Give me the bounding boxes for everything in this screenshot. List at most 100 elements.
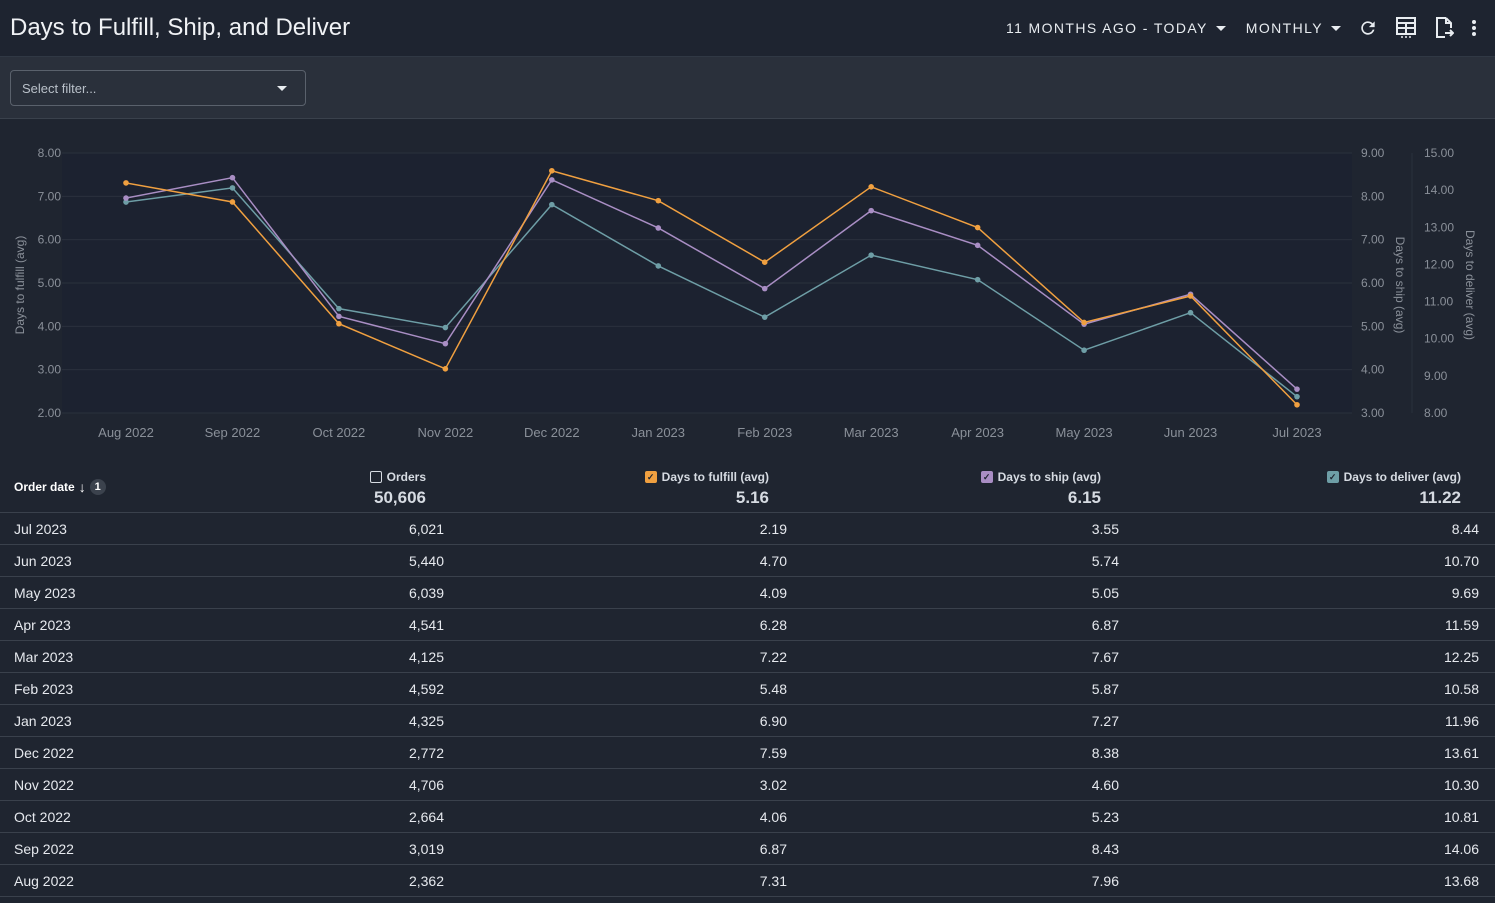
table-row[interactable]: Nov 2022 4,706 3.02 4.60 10.30 [0, 769, 1495, 801]
refresh-icon[interactable] [1357, 17, 1379, 39]
data-point [974, 242, 981, 249]
cell-date: Jan 2023 [14, 713, 72, 729]
table-row[interactable]: Sep 2022 3,019 6.87 8.43 14.06 [0, 833, 1495, 865]
data-point [229, 174, 236, 181]
cell-value: 13.68 [1443, 873, 1479, 889]
cell-value: 4.70 [759, 553, 787, 569]
series-line [125, 187, 1298, 398]
export-icon[interactable] [1433, 17, 1455, 39]
data-point [974, 276, 981, 283]
data-point [655, 263, 662, 269]
cell-date: Sep 2022 [14, 841, 74, 857]
sort-column-header[interactable]: Order date ↓ 1 [14, 479, 106, 495]
y-left-tick: 3.00 [38, 363, 62, 377]
table-row[interactable]: Apr 2023 4,541 6.28 6.87 11.59 [0, 609, 1495, 641]
column-total: 6.15 [1067, 488, 1101, 507]
cell-value: 14.06 [1443, 841, 1479, 857]
cell-date: Oct 2022 [14, 809, 71, 825]
data-point [336, 320, 342, 327]
table-row[interactable]: Dec 2022 2,772 7.59 8.38 13.61 [0, 737, 1495, 769]
cell-value: 12.25 [1443, 649, 1479, 665]
series-checkbox[interactable] [369, 471, 382, 483]
table-body: Jul 2023 6,021 2.19 3.55 8.44 Jun 2023 5,440 4.… [0, 513, 1495, 897]
x-tick: Nov 2022 [418, 425, 474, 440]
table-row[interactable]: Mar 2023 4,125 7.22 7.67 12.25 [0, 641, 1495, 673]
y-right2-tick: 14.00 [1424, 183, 1454, 197]
y-right2-tick: 12.00 [1424, 257, 1454, 271]
data-point [1187, 293, 1194, 299]
cell-date: Apr 2023 [14, 617, 71, 633]
cell-value: 3,019 [408, 841, 444, 857]
series-checkbox[interactable]: ✓ [980, 471, 993, 483]
cell-date: Mar 2023 [14, 649, 74, 665]
cell-value: 5.23 [1091, 809, 1119, 825]
series-line [125, 176, 1298, 390]
cell-value: 4,125 [408, 649, 444, 665]
table-row[interactable]: Aug 2022 2,362 7.31 7.96 13.68 [0, 865, 1495, 897]
cell-value: 4.06 [759, 809, 787, 825]
date-range-dropdown[interactable]: 11 MONTHS AGO - TODAY [1006, 20, 1226, 36]
data-point [549, 177, 555, 183]
granularity-dropdown[interactable]: MONTHLY [1246, 20, 1341, 36]
cell-value: 7.27 [1091, 713, 1119, 729]
data-point [1081, 319, 1087, 326]
data-point [974, 224, 981, 231]
data-point [123, 195, 129, 201]
filter-select[interactable]: Select filter... [10, 70, 306, 106]
y-right2-tick: 11.00 [1424, 295, 1453, 309]
data-point [1294, 386, 1300, 392]
table-view-icon[interactable] [1395, 17, 1417, 39]
data-point [761, 314, 768, 320]
cell-value: 2,772 [408, 745, 444, 761]
data-point [655, 225, 662, 231]
data-point [868, 184, 874, 190]
cell-value: 10.58 [1443, 681, 1479, 697]
cell-date: Dec 2022 [14, 745, 74, 761]
column-total: 11.22 [1419, 488, 1461, 507]
y-right2-tick: 8.00 [1424, 406, 1448, 420]
x-tick: Dec 2022 [524, 425, 580, 440]
table-header: Order date ↓ 1 Orders 50,606 ✓ Days to fulf… [0, 460, 1495, 513]
x-tick: May 2023 [1056, 425, 1113, 440]
cell-date: Feb 2023 [14, 681, 74, 697]
sort-badge: 1 [89, 479, 106, 495]
y-left-tick: 6.00 [38, 233, 62, 247]
cell-value: 7.22 [759, 649, 787, 665]
cell-value: 4,541 [408, 617, 444, 633]
table-row[interactable]: Feb 2023 4,592 5.48 5.87 10.58 [0, 673, 1495, 705]
cell-value: 11.96 [1445, 713, 1479, 729]
table-row[interactable]: May 2023 6,039 4.09 5.05 9.69 [0, 577, 1495, 609]
cell-value: 5.05 [1091, 585, 1119, 601]
granularity-label: MONTHLY [1245, 20, 1323, 36]
table-row[interactable]: Jan 2023 4,325 6.90 7.27 11.96 [0, 705, 1495, 737]
cell-date: Jul 2023 [14, 521, 67, 537]
data-point [442, 324, 449, 331]
column-label: Days to ship (avg) [997, 470, 1101, 484]
y-left-tick: 4.00 [38, 319, 62, 333]
cell-date: Nov 2022 [14, 777, 74, 793]
y-right2-label: Days to deliver (avg) [1463, 230, 1477, 340]
data-point [655, 197, 662, 204]
data-point [868, 252, 874, 258]
y-right1-tick: 9.00 [1361, 146, 1385, 160]
series-checkbox[interactable]: ✓ [1326, 471, 1339, 483]
column-total: 5.16 [735, 488, 769, 507]
table-row[interactable]: Oct 2022 2,664 4.06 5.23 10.81 [0, 801, 1495, 833]
column-header: ✓ Days to ship (avg) 6.15 [980, 460, 1101, 508]
data-point [1187, 309, 1194, 316]
table-row[interactable]: Jul 2023 6,021 2.19 3.55 8.44 [0, 513, 1495, 545]
column-label: Days to deliver (avg) [1343, 470, 1461, 484]
line-chart: 8.00 7.00 6.00 5.00 4.00 3.00 2.00 9.00 8.00 7.00… [13, 146, 1477, 440]
cell-date: Aug 2022 [14, 873, 74, 889]
cell-value: 10.81 [1443, 809, 1479, 825]
more-vert-icon[interactable] [1463, 17, 1485, 39]
page-title: Days to Fulfill, Ship, and Deliver [10, 14, 351, 41]
cell-value: 6,039 [408, 585, 444, 601]
series-checkbox[interactable]: ✓ [644, 471, 657, 483]
cell-value: 11.59 [1445, 617, 1479, 633]
y-right2-tick: 15.00 [1424, 146, 1454, 160]
data-point [336, 313, 342, 320]
table-row[interactable]: Jun 2023 5,440 4.70 5.74 10.70 [0, 545, 1495, 577]
cell-value: 5.87 [1091, 681, 1119, 697]
cell-value: 7.96 [1091, 873, 1119, 889]
